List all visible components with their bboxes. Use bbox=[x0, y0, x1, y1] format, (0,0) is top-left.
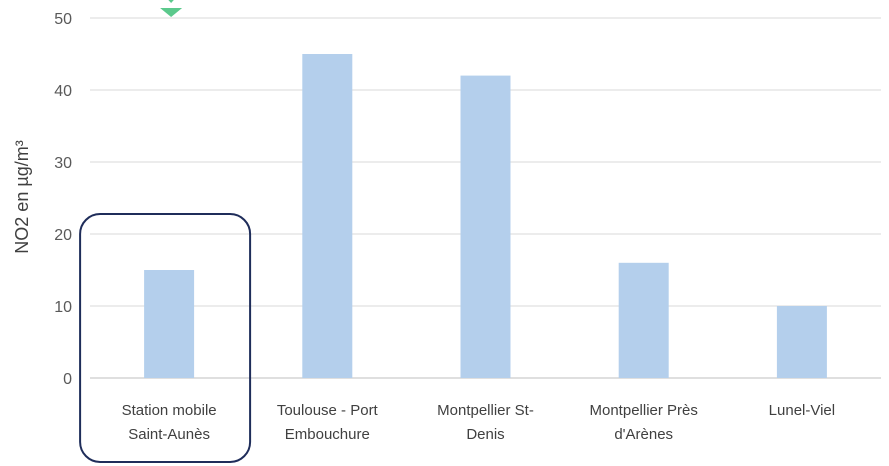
highlight-group bbox=[79, 0, 252, 463]
bar bbox=[460, 75, 511, 378]
y-axis-ticks: 0 10 20 30 40 50 bbox=[54, 11, 72, 388]
y-tick-label: 20 bbox=[54, 227, 72, 244]
y-axis-title: NO2 en µg/m³ bbox=[12, 140, 32, 253]
x-tick-label-line: Station mobile bbox=[122, 402, 217, 419]
highlight-box bbox=[79, 213, 252, 463]
diamond-icon bbox=[168, 0, 174, 3]
y-tick-label: 50 bbox=[54, 11, 72, 28]
x-tick-label-line: Lunel-Viel bbox=[769, 402, 835, 419]
bar bbox=[302, 54, 353, 378]
x-tick-label-line: Denis bbox=[466, 426, 504, 443]
y-tick-label: 0 bbox=[63, 371, 72, 388]
y-tick-label: 40 bbox=[54, 83, 72, 100]
x-axis-labels: Station mobile Saint-Aunès Toulouse - Port… bbox=[122, 402, 836, 443]
x-tick-label-line: d'Arènes bbox=[614, 426, 673, 443]
bars bbox=[144, 54, 827, 378]
y-tick-label: 30 bbox=[54, 155, 72, 172]
x-tick-label: Montpellier Près d'Arènes bbox=[590, 402, 698, 443]
bar bbox=[776, 306, 827, 378]
x-tick-label-line: Montpellier St- bbox=[437, 402, 534, 419]
x-tick-label: Toulouse - Port Embouchure bbox=[277, 402, 379, 443]
highlight-marker-icon bbox=[160, 8, 183, 17]
x-tick-label-line: Embouchure bbox=[285, 426, 370, 443]
x-tick-label: Lunel-Viel bbox=[769, 402, 835, 419]
bar bbox=[618, 262, 669, 378]
y-tick-label: 10 bbox=[54, 299, 72, 316]
x-tick-label: Station mobile Saint-Aunès bbox=[122, 402, 217, 443]
x-tick-label: Montpellier St- Denis bbox=[437, 402, 534, 443]
bar bbox=[144, 270, 195, 378]
x-tick-label-line: Toulouse - Port bbox=[277, 402, 379, 419]
x-tick-label-line: Montpellier Près bbox=[590, 402, 698, 419]
x-tick-label-line: Saint-Aunès bbox=[128, 426, 210, 443]
